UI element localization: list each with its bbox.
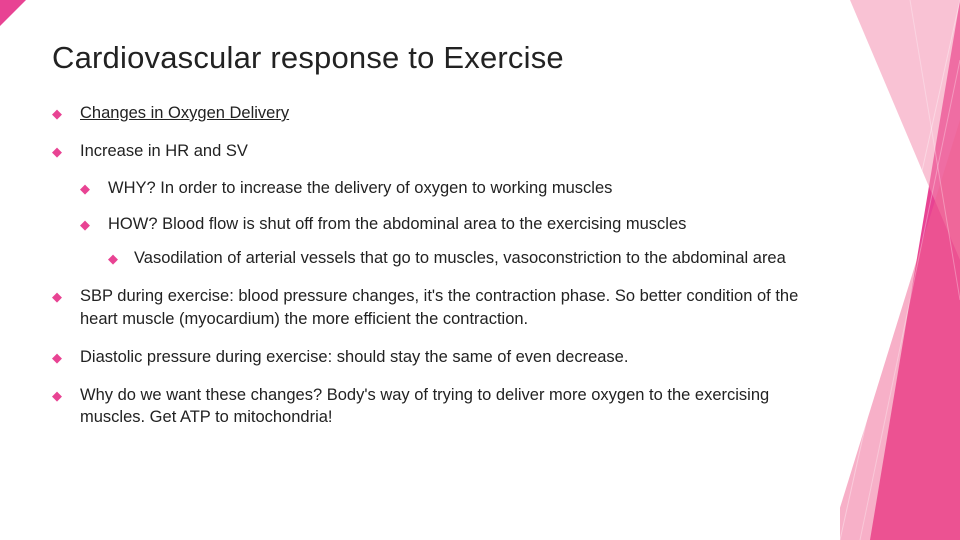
bullet-list-nested: ◆ Vasodilation of arterial vessels that … <box>108 247 832 269</box>
bullet-text: Increase in HR and SV <box>80 142 248 160</box>
diamond-bullet-icon: ◆ <box>52 105 62 123</box>
list-item: ◆ SBP during exercise: blood pressure ch… <box>52 285 832 330</box>
bullet-text: Diastolic pressure during exercise: shou… <box>80 348 628 366</box>
list-item: ◆ Changes in Oxygen Delivery <box>52 102 832 124</box>
bullet-text: SBP during exercise: blood pressure chan… <box>80 287 798 327</box>
diamond-bullet-icon: ◆ <box>108 250 118 268</box>
bullet-list-nested: ◆ WHY? In order to increase the delivery… <box>80 177 832 270</box>
diamond-bullet-icon: ◆ <box>52 387 62 405</box>
content-area: Cardiovascular response to Exercise ◆ Ch… <box>52 40 832 445</box>
bullet-text: HOW? Blood flow is shut off from the abd… <box>108 215 686 233</box>
diamond-bullet-icon: ◆ <box>80 216 90 234</box>
bullet-text: Why do we want these changes? Body's way… <box>80 386 769 426</box>
list-item: ◆ Why do we want these changes? Body's w… <box>52 384 832 429</box>
list-item: ◆ Vasodilation of arterial vessels that … <box>108 247 832 269</box>
diamond-bullet-icon: ◆ <box>52 349 62 367</box>
diamond-bullet-icon: ◆ <box>80 180 90 198</box>
diamond-bullet-icon: ◆ <box>52 288 62 306</box>
bullet-list: ◆ Changes in Oxygen Delivery ◆ Increase … <box>52 102 832 429</box>
list-item: ◆ Increase in HR and SV ◆ WHY? In order … <box>52 140 832 269</box>
slide: Cardiovascular response to Exercise ◆ Ch… <box>0 0 960 540</box>
bullet-text: WHY? In order to increase the delivery o… <box>108 179 612 197</box>
corner-decoration-right <box>840 0 960 540</box>
bullet-text: Vasodilation of arterial vessels that go… <box>134 249 786 267</box>
corner-decoration-top-left <box>0 0 26 26</box>
list-item: ◆ HOW? Blood flow is shut off from the a… <box>80 213 832 270</box>
bullet-text: Changes in Oxygen Delivery <box>80 104 289 122</box>
list-item: ◆ WHY? In order to increase the delivery… <box>80 177 832 199</box>
slide-title: Cardiovascular response to Exercise <box>52 40 832 76</box>
list-item: ◆ Diastolic pressure during exercise: sh… <box>52 346 832 368</box>
diamond-bullet-icon: ◆ <box>52 143 62 161</box>
